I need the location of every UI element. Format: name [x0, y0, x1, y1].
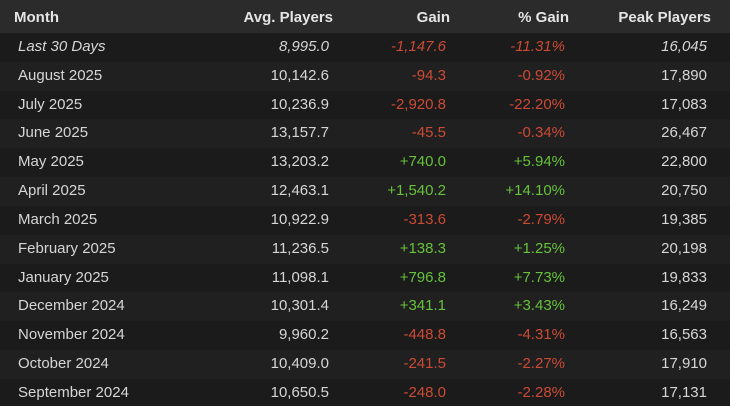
table-row: May 2025 13,203.2 +740.0 +5.94% 22,800: [0, 148, 730, 178]
peak-players-cell: 16,045: [661, 38, 707, 55]
gain-header: Gain: [416, 9, 450, 26]
avg-players-cell: 9,960.2: [278, 326, 329, 344]
month-cell: December 2024: [18, 297, 125, 315]
gain-cell: +740.0: [399, 153, 446, 171]
table-row: June 2025 13,157.7 -45.5 -0.34% 26,467: [0, 119, 730, 149]
avg-players-header: Avg. Players: [243, 9, 334, 26]
table-row: Last 30 Days 8,995.0 -1,147.6 -11.31% 16,045: [0, 33, 730, 62]
avg-players-cell: 10,236.9: [270, 95, 329, 113]
gain-cell: -2,920.8: [390, 95, 446, 113]
gain-cell: -241.5: [403, 355, 446, 373]
avg-players-cell: 10,142.6: [270, 66, 329, 84]
pct-gain-cell: +7.73%: [513, 268, 565, 286]
month-cell: January 2025: [18, 268, 109, 286]
peak-players-cell: 20,198: [661, 239, 707, 257]
pct-gain-cell: +5.94%: [513, 153, 565, 171]
month-cell: August 2025: [18, 66, 103, 84]
gain-cell: -248.0: [403, 383, 446, 401]
pct-gain-cell: -0.34%: [517, 124, 565, 142]
gain-cell: +138.3: [399, 239, 446, 257]
peak-players-header: Peak Players: [618, 9, 711, 26]
avg-players-cell: 10,409.0: [270, 355, 329, 373]
gain-cell: +796.8: [399, 268, 446, 286]
table-row: January 2025 11,098.1 +796.8 +7.73% 19,833: [0, 263, 730, 293]
month-cell: September 2024: [18, 383, 129, 401]
month-cell: June 2025: [18, 124, 89, 142]
gain-cell: -313.6: [403, 210, 446, 228]
gain-cell: -45.5: [411, 124, 446, 142]
table-row: July 2025 10,236.9 -2,920.8 -22.20% 17,083: [0, 90, 730, 120]
month-cell: March 2025: [18, 210, 98, 228]
month-cell: Last 30 Days: [18, 38, 106, 55]
table-row: March 2025 10,922.9 -313.6 -2.79% 19,385: [0, 205, 730, 235]
pct-gain-cell: +3.43%: [513, 297, 565, 315]
table-row: October 2024 10,409.0 -241.5 -2.27% 17,910: [0, 350, 730, 379]
pct-gain-cell: -2.28%: [517, 383, 565, 401]
peak-players-cell: 17,083: [661, 95, 707, 113]
month-cell: July 2025: [18, 95, 83, 113]
gain-cell: -448.8: [403, 326, 446, 344]
avg-players-cell: 11,236.5: [271, 239, 329, 257]
table-row: November 2024 9,960.2 -448.8 -4.31% 16,563: [0, 321, 730, 351]
header-row: Month Avg. Players Gain % Gain Peak Players: [0, 0, 730, 33]
table-row: September 2024 10,650.5 -248.0 -2.28% 17,131: [0, 378, 730, 406]
avg-players-cell: 13,203.2: [270, 153, 329, 171]
avg-players-cell: 8,995.0: [278, 38, 329, 55]
peak-players-cell: 17,910: [661, 355, 707, 373]
pct-gain-cell: -0.92%: [517, 66, 565, 84]
peak-players-cell: 17,131: [661, 383, 707, 401]
peak-players-cell: 16,249: [661, 297, 707, 315]
peak-players-cell: 17,890: [661, 66, 707, 84]
peak-players-cell: 16,563: [661, 326, 707, 344]
table-row: August 2025 10,142.6 -94.3 -0.92% 17,890: [0, 61, 730, 91]
avg-players-cell: 11,098.1: [271, 268, 329, 286]
pct-gain-cell: +14.10%: [505, 182, 565, 200]
peak-players-cell: 19,833: [661, 268, 707, 286]
month-cell: November 2024: [18, 326, 125, 344]
table-row: April 2025 12,463.1 +1,540.2 +14.10% 20,750: [0, 177, 730, 206]
pct-gain-header: % Gain: [518, 9, 569, 26]
peak-players-cell: 22,800: [661, 153, 707, 171]
avg-players-cell: 12,463.1: [270, 182, 329, 200]
gain-cell: +341.1: [399, 297, 446, 315]
pct-gain-cell: -22.20%: [509, 95, 565, 113]
month-cell: October 2024: [18, 355, 109, 373]
peak-players-cell: 19,385: [661, 210, 707, 228]
month-cell: April 2025: [18, 182, 86, 200]
pct-gain-cell: -2.79%: [517, 210, 565, 228]
pct-gain-cell: -11.31%: [510, 38, 565, 55]
month-cell: February 2025: [18, 239, 116, 257]
avg-players-cell: 10,922.9: [270, 210, 329, 228]
avg-players-cell: 10,650.5: [270, 383, 329, 401]
pct-gain-cell: -2.27%: [517, 355, 565, 373]
peak-players-cell: 26,467: [661, 124, 707, 142]
month-header: Month: [14, 9, 59, 26]
month-cell: May 2025: [18, 153, 84, 171]
gain-cell: -94.3: [411, 66, 446, 84]
table-row: December 2024 10,301.4 +341.1 +3.43% 16,249: [0, 292, 730, 322]
gain-cell: -1,147.6: [390, 38, 446, 55]
avg-players-cell: 13,157.7: [270, 124, 329, 142]
gain-cell: +1,540.2: [387, 182, 446, 200]
peak-players-cell: 20,750: [661, 182, 707, 200]
table-row: February 2025 11,236.5 +138.3 +1.25% 20,198: [0, 234, 730, 264]
avg-players-cell: 10,301.4: [270, 297, 329, 315]
pct-gain-cell: +1.25%: [513, 239, 565, 257]
pct-gain-cell: -4.31%: [517, 326, 565, 344]
